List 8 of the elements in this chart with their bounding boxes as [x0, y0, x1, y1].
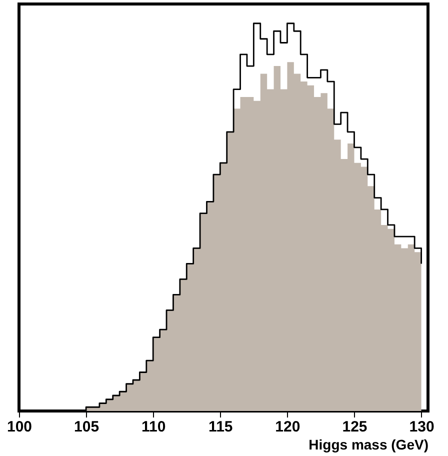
- x-tick-label: 110: [141, 418, 166, 436]
- x-tick-label: 120: [275, 418, 300, 436]
- x-tick-label: 130: [409, 418, 434, 436]
- x-tick-label: 125: [342, 418, 368, 436]
- x-axis-title: Higgs mass (GeV): [308, 436, 428, 452]
- x-tick-label: 100: [6, 418, 32, 436]
- x-tick-label: 105: [74, 418, 100, 436]
- x-tick-label: 115: [208, 418, 233, 436]
